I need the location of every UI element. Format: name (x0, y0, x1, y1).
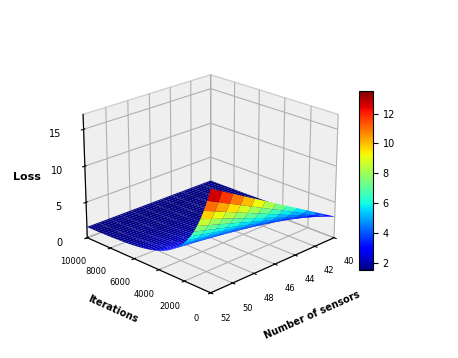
X-axis label: Number of sensors: Number of sensors (263, 289, 361, 340)
Y-axis label: Iterations: Iterations (87, 294, 140, 325)
